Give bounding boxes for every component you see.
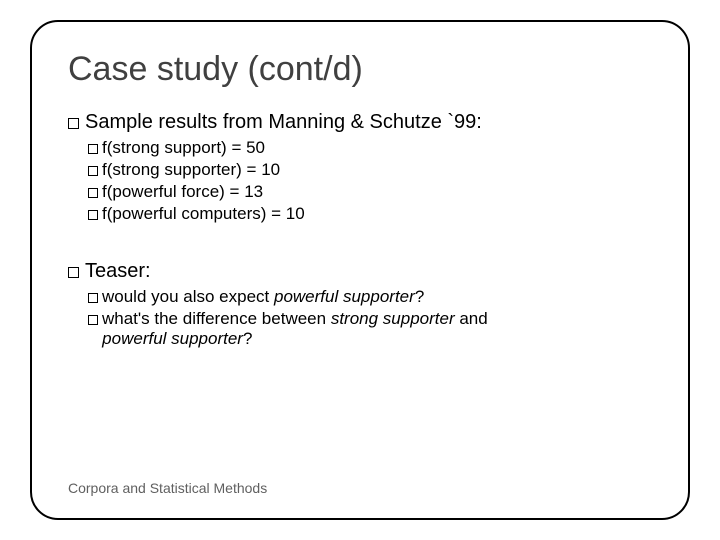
square-bullet-icon: [88, 293, 98, 303]
square-bullet-icon: [68, 267, 79, 278]
square-bullet-icon: [88, 188, 98, 198]
list-item-text: f(strong support) = 50: [102, 138, 265, 157]
q2-mid: and: [455, 309, 488, 328]
square-bullet-icon: [88, 210, 98, 220]
list-item: f(powerful computers) = 10: [88, 204, 652, 224]
list-item-text: f(powerful computers) = 10: [102, 204, 305, 223]
section2-heading: Teaser:: [68, 260, 652, 283]
square-bullet-icon: [88, 144, 98, 154]
list-item: f(powerful force) = 13: [88, 182, 652, 202]
section1-heading-text: Sample results from Manning & Schutze `9…: [85, 111, 482, 133]
section2-heading-text: Teaser:: [85, 260, 151, 282]
q2-em1: strong supporter: [331, 309, 455, 328]
list-item: f(strong supporter) = 10: [88, 160, 652, 180]
square-bullet-icon: [68, 118, 79, 129]
slide-footer: Corpora and Statistical Methods: [68, 480, 267, 496]
section1-heading: Sample results from Manning & Schutze `9…: [68, 111, 652, 134]
slide-title: Case study (cont/d): [68, 50, 652, 89]
slide-frame: Case study (cont/d) Sample results from …: [30, 20, 690, 520]
q1-pre: would you also expect: [102, 287, 274, 306]
slide: Case study (cont/d) Sample results from …: [0, 0, 720, 540]
list-item-text: f(powerful force) = 13: [102, 182, 263, 201]
q2-pre: what's the difference between: [102, 309, 331, 328]
q1-em: powerful supporter: [274, 287, 415, 306]
q2-em2: powerful supporter: [102, 329, 243, 348]
list-item-text: f(strong supporter) = 10: [102, 160, 280, 179]
square-bullet-icon: [88, 166, 98, 176]
list-item: f(strong support) = 50: [88, 138, 652, 158]
q2-post: ?: [243, 329, 252, 348]
teaser-question-1: would you also expect powerful supporter…: [88, 287, 652, 307]
teaser-question-2: what's the difference between strong sup…: [88, 309, 652, 349]
square-bullet-icon: [88, 315, 98, 325]
q1-post: ?: [415, 287, 424, 306]
spacer: [68, 226, 652, 260]
